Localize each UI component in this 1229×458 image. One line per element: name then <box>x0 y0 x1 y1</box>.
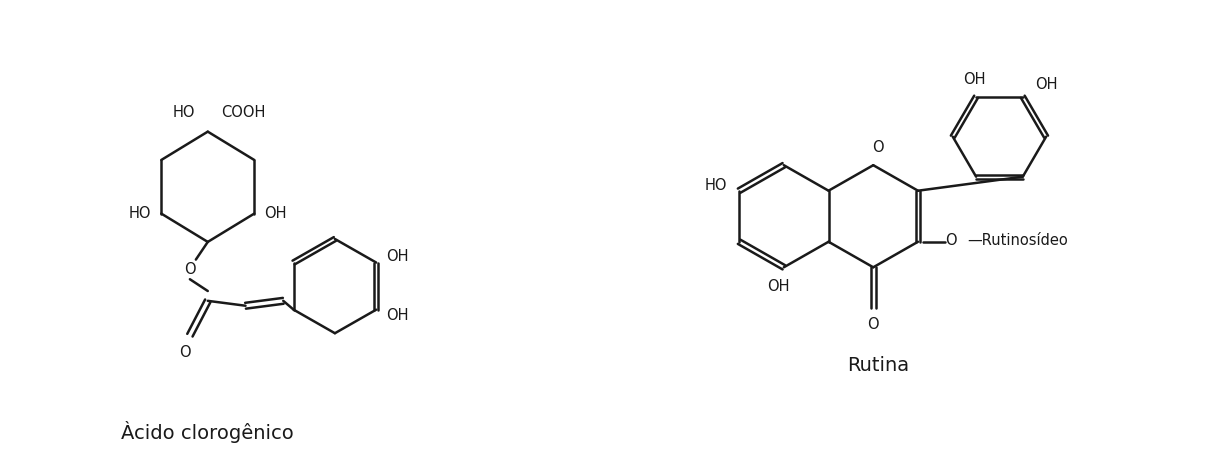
Text: O: O <box>184 262 195 277</box>
Text: HO: HO <box>172 104 195 120</box>
Text: OH: OH <box>962 71 986 87</box>
Text: Rutina: Rutina <box>847 356 909 375</box>
Text: O: O <box>179 345 190 360</box>
Text: OH: OH <box>768 279 790 294</box>
Text: O: O <box>873 140 884 155</box>
Text: OH: OH <box>264 206 286 221</box>
Text: OH: OH <box>386 249 408 264</box>
Text: Àcido clorogênico: Àcido clorogênico <box>122 421 294 443</box>
Text: —Rutinosídeo: —Rutinosídeo <box>967 233 1068 248</box>
Text: COOH: COOH <box>221 104 265 120</box>
Text: O: O <box>945 233 956 248</box>
Text: OH: OH <box>1035 77 1057 93</box>
Text: HO: HO <box>704 178 728 193</box>
Text: O: O <box>868 317 879 333</box>
Text: OH: OH <box>386 308 408 323</box>
Text: HO: HO <box>129 206 151 221</box>
